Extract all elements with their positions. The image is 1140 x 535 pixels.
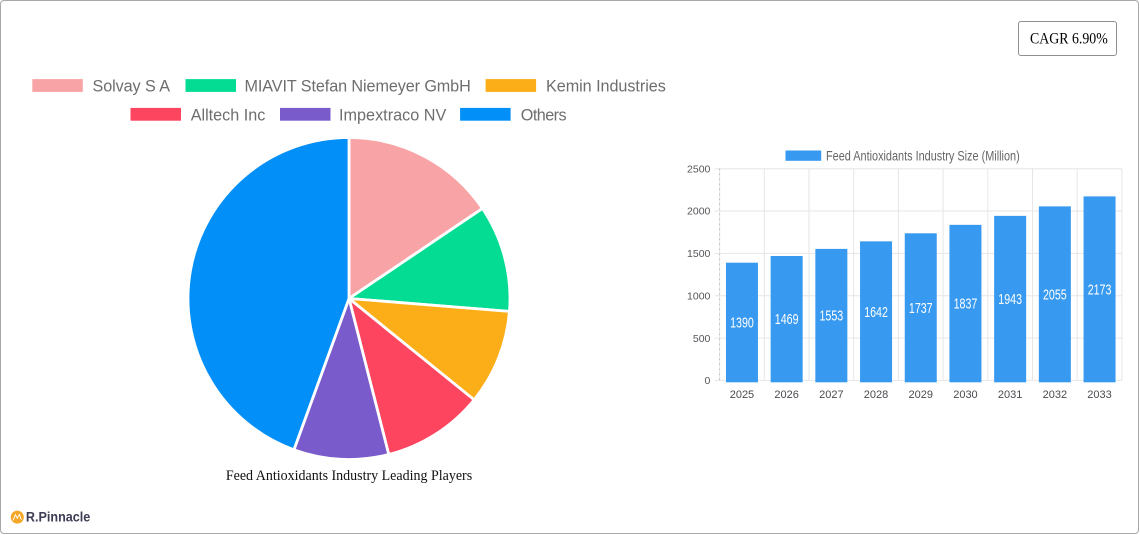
svg-text:2500: 2500 <box>687 163 711 175</box>
svg-text:1553: 1553 <box>820 308 844 324</box>
svg-text:1000: 1000 <box>687 290 711 302</box>
svg-text:500: 500 <box>693 333 711 345</box>
svg-text:1500: 1500 <box>687 248 711 260</box>
svg-text:1943: 1943 <box>998 292 1022 308</box>
svg-text:2030: 2030 <box>953 389 977 401</box>
svg-text:MIAVIT Stefan Niemeyer GmbH: MIAVIT Stefan Niemeyer GmbH <box>245 78 471 96</box>
svg-text:1642: 1642 <box>864 304 888 320</box>
svg-text:Impextraco NV: Impextraco NV <box>339 107 446 125</box>
svg-text:CAGR 6.90%: CAGR 6.90% <box>1030 31 1108 48</box>
svg-text:2173: 2173 <box>1088 282 1112 298</box>
svg-text:2025: 2025 <box>730 389 754 401</box>
svg-text:2027: 2027 <box>819 389 843 401</box>
svg-text:2029: 2029 <box>909 389 933 401</box>
svg-text:1390: 1390 <box>730 315 754 331</box>
svg-text:2031: 2031 <box>998 389 1022 401</box>
svg-text:0: 0 <box>705 375 711 387</box>
svg-text:1469: 1469 <box>775 312 799 328</box>
svg-text:R.Pinnacle: R.Pinnacle <box>26 509 91 524</box>
svg-text:2026: 2026 <box>774 389 798 401</box>
svg-text:2000: 2000 <box>687 206 711 218</box>
svg-text:2033: 2033 <box>1087 389 1111 401</box>
svg-text:1737: 1737 <box>909 300 933 316</box>
svg-text:Solvay S A: Solvay S A <box>93 78 171 96</box>
svg-text:Feed Antioxidants Industry Siz: Feed Antioxidants Industry Size (Million… <box>826 148 1020 163</box>
svg-text:2032: 2032 <box>1043 389 1067 401</box>
svg-text:Feed Antioxidants Industry Lea: Feed Antioxidants Industry Leading Playe… <box>226 467 472 484</box>
svg-text:1837: 1837 <box>954 296 978 312</box>
svg-text:2028: 2028 <box>864 389 888 401</box>
svg-text:Alltech Inc: Alltech Inc <box>191 107 266 125</box>
svg-text:Kemin Industries: Kemin Industries <box>546 78 666 96</box>
svg-text:Others: Others <box>521 107 567 125</box>
svg-text:2055: 2055 <box>1043 287 1067 303</box>
